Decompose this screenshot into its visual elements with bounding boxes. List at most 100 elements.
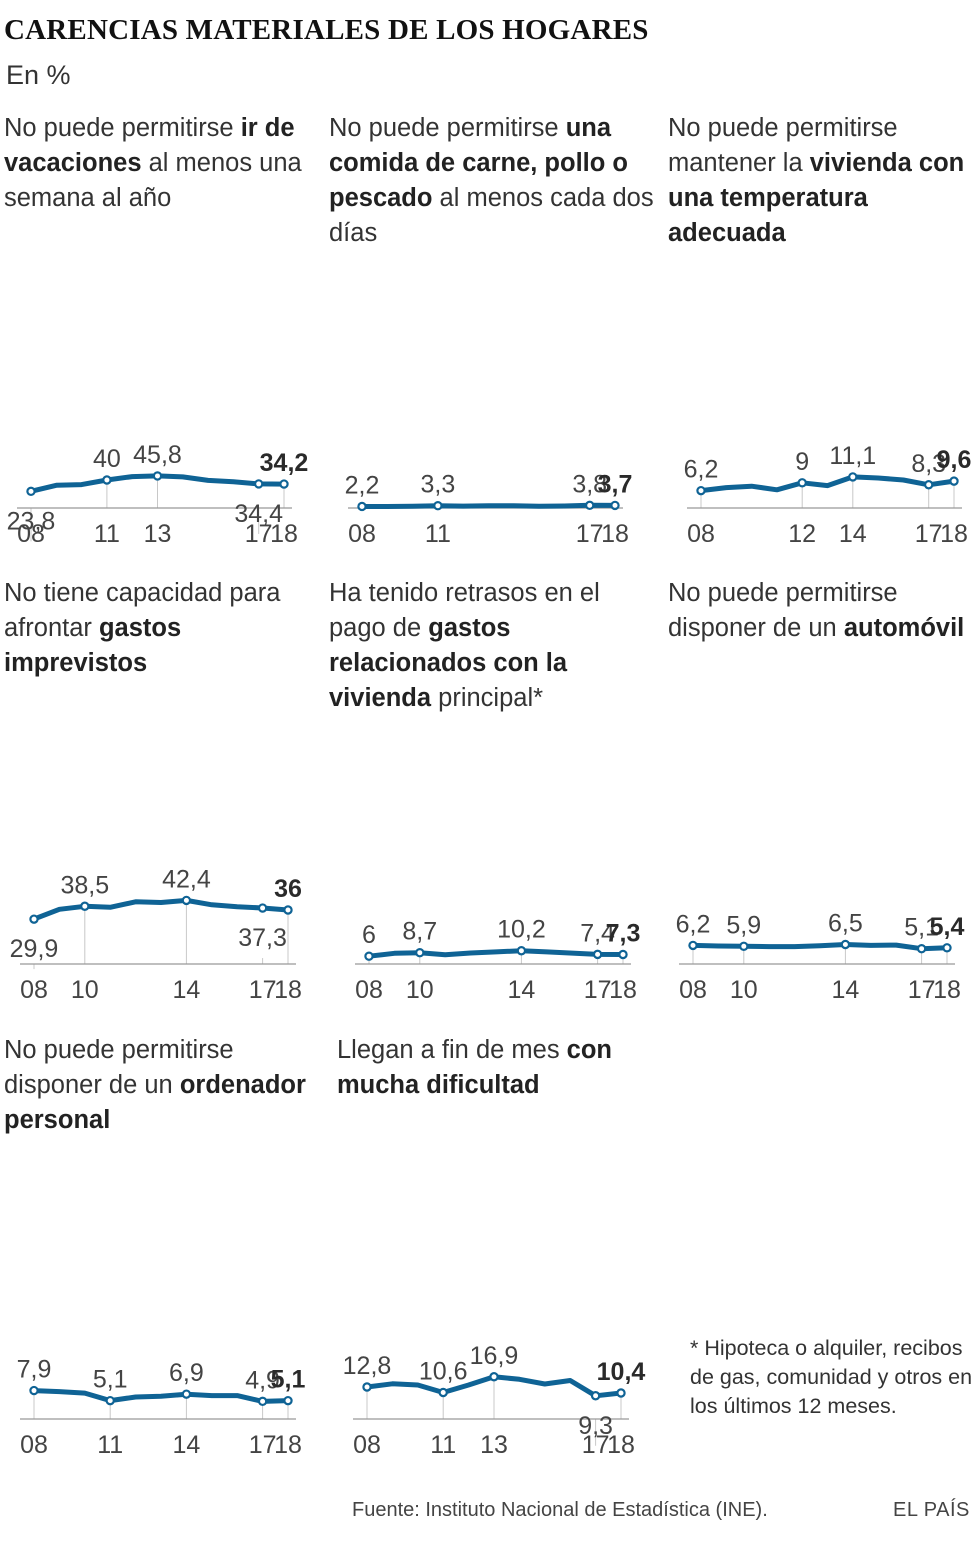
data-point <box>415 947 425 958</box>
x-tick-label: 08 <box>679 976 707 1004</box>
data-label: 37,3 <box>238 924 287 952</box>
panel-heading-imprevistos: No tiene capacidad para afrontar gastos … <box>4 576 329 681</box>
series-line <box>359 502 618 509</box>
data-point <box>181 1389 192 1399</box>
x-tick-label: 08 <box>687 520 715 548</box>
data-label: 23,8 <box>7 507 56 535</box>
data-point <box>949 476 959 486</box>
x-tick-label: 13 <box>144 520 172 548</box>
data-point <box>516 946 527 956</box>
data-label: 6 <box>362 921 376 949</box>
data-point <box>438 1387 448 1398</box>
heading-emphasis: gastos relacionados con la vivienda <box>329 614 568 712</box>
data-label: 16,9 <box>470 1342 519 1370</box>
x-tick-label: 17 <box>249 976 277 1004</box>
data-point <box>592 949 603 960</box>
data-label: 34,4 <box>234 500 283 528</box>
heading-text: No puede permitirse mantener la <box>668 114 898 177</box>
data-label: 8,3 <box>911 450 946 478</box>
x-tick-label: 18 <box>609 976 637 1004</box>
series-line <box>366 948 626 959</box>
heading-text: principal* <box>431 684 544 712</box>
data-point <box>283 1395 293 1406</box>
x-tick-label: 11 <box>425 520 451 548</box>
chart-title: CARENCIAS MATERIALES DE LOS HOGARES <box>4 14 649 46</box>
data-label: 6,5 <box>828 910 863 938</box>
x-tick-label: 17 <box>915 520 943 548</box>
heading-text: No puede permitirse disponer de un <box>668 579 898 642</box>
data-label: 3,3 <box>421 471 456 499</box>
x-tick-label: 14 <box>831 976 859 1004</box>
data-label-latest: 36 <box>274 875 302 903</box>
data-point <box>489 1372 499 1382</box>
data-label: 12,8 <box>343 1352 392 1380</box>
data-point <box>254 479 264 489</box>
series-line <box>690 942 950 952</box>
heading-emphasis: automóvil <box>843 614 965 642</box>
data-label: 10,6 <box>419 1358 468 1386</box>
x-tick-label: 08 <box>348 520 376 548</box>
heading-emphasis: vivienda con una temperatura adecuada <box>668 149 965 247</box>
x-tick-label: 08 <box>353 1431 381 1459</box>
data-label-latest: 5,1 <box>271 1366 306 1394</box>
data-point <box>80 901 90 911</box>
x-tick-label: 17 <box>584 976 612 1004</box>
data-label: 29,9 <box>10 935 59 963</box>
x-tick-label: 18 <box>274 976 302 1004</box>
x-tick-label: 11 <box>97 1431 123 1459</box>
x-tick-label: 18 <box>607 1431 635 1459</box>
data-point <box>283 905 293 915</box>
data-point <box>942 943 952 953</box>
data-label-latest: 9,6 <box>937 446 972 474</box>
x-tick-label: 11 <box>94 520 120 548</box>
source-credit: Fuente: Instituto Nacional de Estadístic… <box>352 1499 768 1521</box>
x-tick-label: 17 <box>576 520 604 548</box>
data-label: 6,9 <box>169 1359 204 1387</box>
x-tick-label: 18 <box>933 976 961 1004</box>
x-tick-label: 11 <box>430 1431 456 1459</box>
series-line <box>698 474 957 494</box>
data-label: 6,2 <box>676 910 711 938</box>
data-point <box>924 480 934 490</box>
data-point <box>840 939 851 950</box>
data-point <box>610 500 620 511</box>
x-tick-label: 10 <box>730 976 758 1004</box>
x-tick-label: 17 <box>249 1431 277 1459</box>
data-label: 3,8 <box>572 470 607 498</box>
data-label: 5,1 <box>93 1366 128 1394</box>
data-point <box>797 478 807 488</box>
data-label: 42,4 <box>162 865 211 893</box>
data-point <box>362 1382 372 1392</box>
x-tick-label: 10 <box>71 976 99 1004</box>
panel-heading-fin-de-mes: Llegan a fin de mes con mucha dificultad <box>337 1033 662 1103</box>
data-label-latest: 34,2 <box>260 449 309 477</box>
data-label: 45,8 <box>133 441 182 469</box>
data-point <box>29 914 39 924</box>
x-tick-label: 17 <box>908 976 936 1004</box>
footnote: * Hipoteca o alquiler, recibos de gas, c… <box>690 1336 973 1418</box>
data-point <box>279 479 289 489</box>
heading-text: Llegan a fin de mes <box>337 1036 567 1064</box>
data-point <box>739 941 749 952</box>
chart-subtitle: En % <box>6 60 71 90</box>
data-point <box>257 1396 268 1407</box>
data-point <box>848 472 858 482</box>
data-point <box>688 940 698 951</box>
data-label: 40 <box>93 445 121 473</box>
series-line <box>31 897 291 922</box>
heading-text: al menos una semana al año <box>4 149 302 212</box>
publisher-logo: EL PAÍS <box>893 1499 970 1521</box>
x-tick-label: 14 <box>839 520 867 548</box>
heading-text: No tiene capacidad para afrontar <box>4 579 281 642</box>
data-point <box>585 500 595 511</box>
x-tick-label: 14 <box>172 976 200 1004</box>
x-tick-label: 18 <box>940 520 968 548</box>
data-point <box>433 500 443 511</box>
heading-emphasis: ordenador personal <box>4 1071 306 1134</box>
data-point <box>616 1388 626 1398</box>
